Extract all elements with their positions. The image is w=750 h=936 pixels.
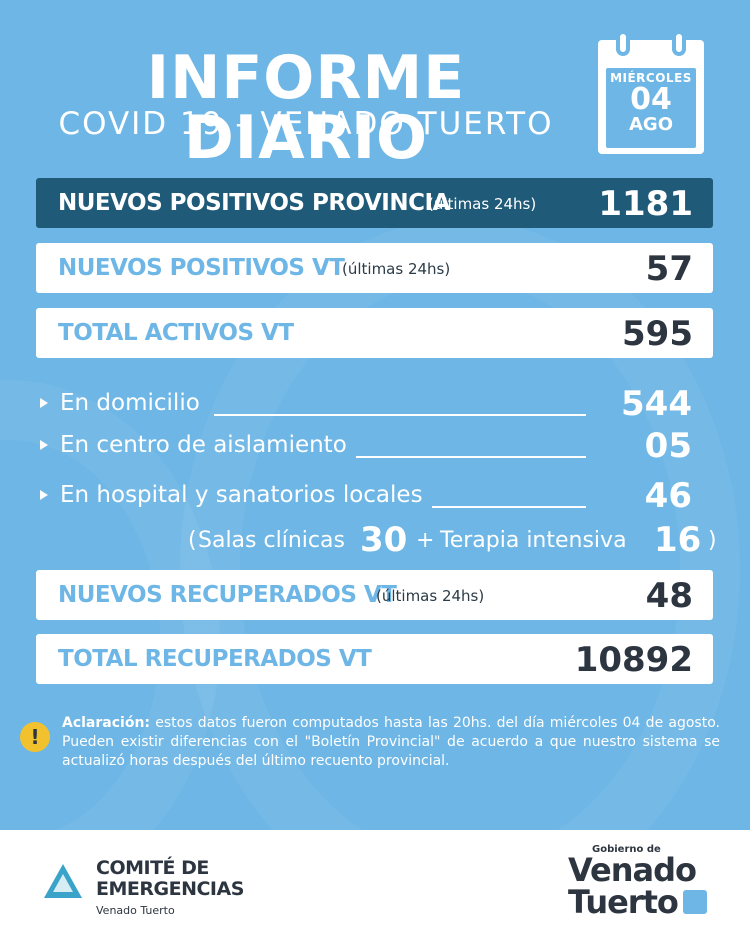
venado-tuerto-logo-icon — [683, 890, 707, 914]
hospital-breakdown: ( Salas clínicas 30 + Terapia intensiva … — [188, 520, 718, 560]
calendar-icon: MIÉRCOLES 04 AGO — [598, 30, 704, 154]
stat-note: (últimas 24hs) — [342, 260, 451, 278]
row-hospital: En hospital y sanatorios locales 46 — [40, 476, 700, 516]
disclaimer-title: Aclaración: — [62, 715, 151, 731]
calendar-ring — [616, 30, 630, 56]
page-title: INFORME DIARIO — [146, 43, 466, 173]
row-aislamiento: En centro de aislamiento 05 — [40, 426, 700, 466]
comite-name: COMITÉ DE EMERGENCIAS — [96, 857, 244, 900]
arrow-right-icon — [40, 440, 48, 450]
page-subtitle: COVID 19 - VENADO TUERTO — [58, 106, 554, 142]
arrow-right-icon — [40, 398, 48, 408]
stat-bar-provincia: NUEVOS POSITIVOS PROVINCIA (últimas 24hs… — [36, 178, 713, 228]
row-label: En domicilio — [60, 390, 200, 416]
row-divider — [356, 456, 586, 458]
paren-close: ) — [708, 528, 717, 553]
stat-value: 10892 — [574, 640, 693, 680]
stat-bar-activos-vt: TOTAL ACTIVOS VT 595 — [36, 308, 713, 358]
row-label: En centro de aislamiento — [60, 432, 347, 458]
row-label: En hospital y sanatorios locales — [60, 482, 423, 508]
salas-label: Salas clínicas — [198, 528, 345, 553]
stat-bar-recuperados-vt: NUEVOS RECUPERADOS VT (últimas 24hs) 48 — [36, 570, 713, 620]
stat-value: 1181 — [598, 184, 693, 224]
calendar-ring — [672, 30, 686, 56]
stat-note: (últimas 24hs) — [428, 195, 537, 213]
calendar-weekday: MIÉRCOLES — [610, 71, 692, 85]
row-divider — [432, 506, 586, 508]
stat-label: TOTAL RECUPERADOS VT — [58, 646, 372, 672]
calendar-day: 04 — [630, 82, 672, 117]
arrow-right-icon — [40, 490, 48, 500]
row-value: 05 — [644, 426, 692, 466]
row-divider — [214, 414, 586, 416]
warning-icon: ! — [20, 722, 50, 752]
footer: COMITÉ DE EMERGENCIAS Venado Tuerto Gobi… — [0, 830, 750, 936]
calendar-month: AGO — [628, 114, 673, 135]
row-domicilio: En domicilio 544 — [40, 384, 700, 424]
infographic-panel: INFORME DIARIO COVID 19 - VENADO TUERTO … — [0, 0, 750, 830]
stat-label: TOTAL ACTIVOS VT — [58, 320, 294, 346]
gobierno-name: Venado Tuerto — [568, 851, 697, 921]
plus-sign: + — [416, 528, 435, 553]
disclaimer-text: estos datos fueron computados hasta las … — [62, 715, 720, 769]
stat-label: NUEVOS POSITIVOS VT — [58, 255, 345, 281]
salas-value: 30 — [360, 520, 408, 560]
stat-bar-total-recuperados: TOTAL RECUPERADOS VT 10892 — [36, 634, 713, 684]
stat-value: 595 — [622, 314, 693, 354]
terapia-value: 16 — [654, 520, 702, 560]
comite-logo-icon — [44, 864, 82, 898]
stat-label: NUEVOS RECUPERADOS VT — [58, 582, 397, 608]
row-value: 544 — [621, 384, 692, 424]
terapia-label: Terapia intensiva — [440, 528, 627, 553]
stat-value: 48 — [645, 576, 693, 616]
stat-bar-nuevos-vt: NUEVOS POSITIVOS VT (últimas 24hs) 57 — [36, 243, 713, 293]
paren-open: ( — [188, 528, 197, 553]
comite-location: Venado Tuerto — [96, 904, 175, 917]
calendar-date: MIÉRCOLES 04 AGO — [606, 68, 696, 148]
row-value: 46 — [644, 476, 692, 516]
stat-label: NUEVOS POSITIVOS PROVINCIA — [58, 190, 450, 216]
disclaimer-note: Aclaración: estos datos fueron computado… — [62, 714, 720, 771]
stat-value: 57 — [645, 249, 693, 289]
stat-note: (últimas 24hs) — [376, 587, 485, 605]
gobierno-label: Gobierno de — [592, 844, 661, 855]
